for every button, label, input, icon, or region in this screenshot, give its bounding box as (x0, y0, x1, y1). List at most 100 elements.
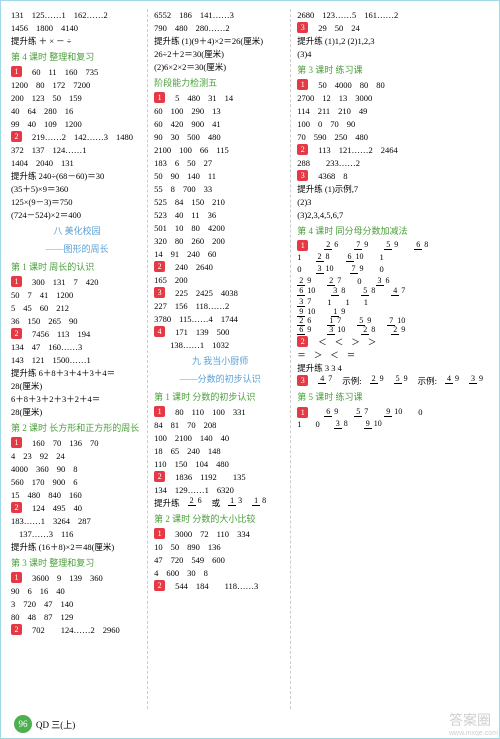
tisheng-row: 提升练 (1)示例,7 (297, 183, 485, 195)
data-row: 9030500480 (154, 131, 286, 143)
section-title: 第 4 课时 同分母分数加减法 (297, 224, 485, 237)
chapter-title: 八 美化校园 (11, 224, 143, 237)
data-row: 54560212 (11, 302, 143, 314)
bullet-1: 1 (154, 528, 165, 539)
data-row: 2702124……22960 (11, 624, 143, 636)
page-footer: 96 QD 三(上) (14, 715, 75, 733)
data-row: 131125……1162……2 (11, 9, 143, 21)
data-row: 100210014040 (154, 432, 286, 444)
bullet-2: 2 (11, 131, 22, 142)
data-row: 227156118……2 (154, 300, 286, 312)
data-row: 1300072110334 (154, 528, 286, 540)
data-row: 138……11032 (154, 339, 286, 351)
equation-row: (3)2,3,4,5,6,7 (297, 209, 485, 221)
data-row: 1865240148 (154, 445, 286, 457)
data-row: 804887129 (11, 611, 143, 623)
data-row: 183……13264287 (11, 515, 143, 527)
bullet-1: 1 (297, 79, 308, 90)
column-2: 6552186141……3 790480280……2 提升练 (1)(9＋4)×… (154, 9, 291, 709)
data-row: 212449540 (11, 502, 143, 514)
data-row: 99401091200 (11, 118, 143, 130)
data-row: 5601709006 (11, 476, 143, 488)
data-row: 3780115……41744 (154, 313, 286, 325)
data-row: 1050890136 (154, 541, 286, 553)
data-row: 165200 (154, 274, 286, 286)
data-row: 180110100331 (154, 406, 286, 418)
section-title: 第 2 课时 长方形和正方形的周长 (11, 421, 143, 434)
bullet-1: 1 (11, 572, 22, 583)
data-row: 137……3116 (11, 528, 143, 540)
content-columns: 131125……1162……2 145618004140 提升练 ＋ × － ÷… (11, 9, 489, 709)
tisheng-row: 提升练 (1)1,2 (2)1,2,3 (297, 35, 485, 47)
data-row: 110150104480 (154, 458, 286, 470)
data-row: 1200801727200 (11, 79, 143, 91)
data-row: 9061640 (11, 585, 143, 597)
example-row: 347 示例:29 59 示例:49 39 (297, 375, 485, 387)
data-row: 270012133000 (297, 92, 485, 104)
page-container: 131125……1162……2 145618004140 提升练 ＋ × － ÷… (0, 0, 500, 739)
cmp-row: 2＜＜＞＞ (297, 336, 485, 348)
fraction-block: 1695791001038910 (297, 406, 485, 430)
chapter-subtitle: ——分数的初步认识 (154, 372, 286, 385)
bullet-4: 4 (154, 326, 165, 337)
section-title: 第 3 课时 练习课 (297, 63, 485, 76)
data-row: 406428016 (11, 105, 143, 117)
data-row: 11421121049 (297, 105, 485, 117)
data-row: 6010029013 (154, 105, 286, 117)
bullet-1: 1 (154, 406, 165, 417)
bullet-1: 1 (154, 92, 165, 103)
bullet-3: 3 (297, 375, 308, 386)
data-row: 2544184118……3 (154, 580, 286, 592)
data-row: 18365027 (154, 157, 286, 169)
data-row: 322524254038 (154, 287, 286, 299)
bullet-2: 2 (297, 336, 308, 347)
tisheng-row: 提升练 6＋8＋3＋4＋3＋4＝ (11, 367, 143, 379)
bullet-3: 3 (297, 22, 308, 33)
section-title: 第 1 课时 分数的初步认识 (154, 390, 286, 403)
column-3: 2680123……5161……2 3295024 提升练 (1)1,2 (2)1… (297, 9, 489, 709)
data-row: 134129……16320 (154, 484, 286, 496)
data-row: 4239224 (11, 450, 143, 462)
bullet-2: 2 (11, 328, 22, 339)
equation-row: (724－524)×2＝400 (11, 209, 143, 221)
equation-row: (2)6×2×2＝30(厘米) (154, 61, 286, 73)
column-1: 131125……1162……2 145618004140 提升练 ＋ × － ÷… (11, 9, 148, 709)
data-row: 6552186141……3 (154, 9, 286, 21)
equation-row: 6＋8＋3＋2＋3＋2＋4＝ (11, 393, 143, 405)
page-code: QD 三(上) (36, 718, 75, 731)
data-row: 20012350159 (11, 92, 143, 104)
bullet-1: 1 (11, 437, 22, 448)
bullet-3: 3 (297, 170, 308, 181)
data-row: 507411200 (11, 289, 143, 301)
tisheng-row: 提升练 240÷(68－60)＝30 (11, 170, 143, 182)
bullet-2: 2 (11, 624, 22, 635)
data-row: 790480280……2 (154, 22, 286, 34)
bullet-2: 2 (154, 580, 165, 591)
equation-row: 28(厘米) (11, 406, 143, 418)
chapter-title: 九 我当小厨师 (154, 354, 286, 367)
data-row: 22402640 (154, 261, 286, 273)
equation-row: 26÷2＋2＝30(厘米) (154, 48, 286, 60)
data-row: 13447160……3 (11, 341, 143, 353)
data-row: 15040008080 (297, 79, 485, 91)
data-row: 343688 (297, 170, 485, 182)
section-title: 第 3 课时 整理和复习 (11, 556, 143, 569)
data-row: 4171139500 (154, 326, 286, 338)
data-row: 210010066115 (154, 144, 286, 156)
data-row: 55870033 (154, 183, 286, 195)
data-row: 288233……2 (297, 157, 485, 169)
data-row: 848170208 (154, 419, 286, 431)
data-row: 50110804200 (154, 222, 286, 234)
data-row: 3295024 (297, 22, 485, 34)
bullet-1: 1 (11, 276, 22, 287)
data-row: 145618004140 (11, 22, 143, 34)
data-row: 2680123……5161……2 (297, 9, 485, 21)
equation-row: (3)4 (297, 48, 485, 60)
chapter-subtitle: ——图形的周长 (11, 242, 143, 255)
data-row: 10007090 (297, 118, 485, 130)
data-row: 32080260200 (154, 235, 286, 247)
watermark: 答案圈 www.mxqe.com (449, 710, 498, 737)
data-row: 523401136 (154, 209, 286, 221)
equation-row: (2)3 (297, 196, 485, 208)
data-row: 47720549600 (154, 554, 286, 566)
